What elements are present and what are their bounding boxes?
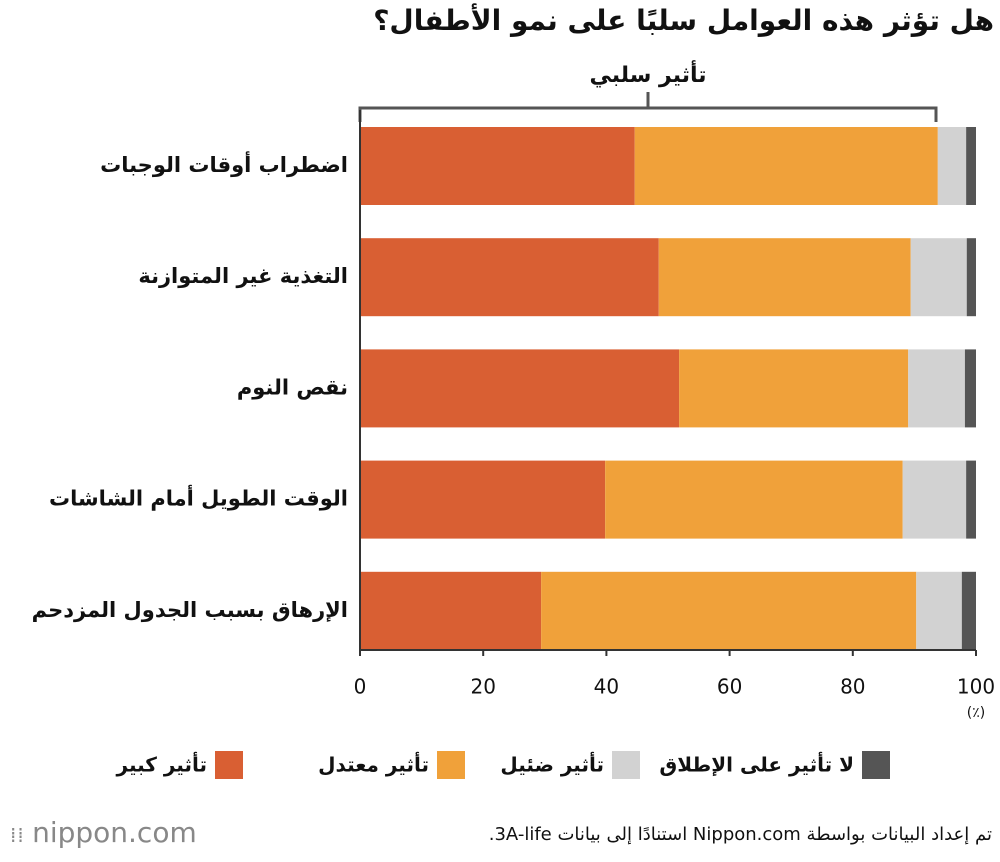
category-label: الوقت الطويل أمام الشاشات [49, 484, 348, 511]
bar-segment [937, 127, 967, 205]
bar-segment [908, 349, 965, 428]
x-tick-label: 20 [470, 675, 495, 699]
bar-segment [360, 460, 606, 539]
legend-swatch [215, 751, 243, 779]
legend-swatch [862, 751, 890, 779]
legend-swatch [612, 751, 640, 779]
legend-label: تأثير ضئيل [500, 751, 604, 777]
bar-segment [916, 571, 962, 650]
bar-segment [360, 571, 542, 650]
category-label: نقص النوم [237, 375, 348, 399]
bracket [358, 92, 938, 122]
legend-label: تأثير معتدل [318, 751, 429, 777]
bar-segment [541, 571, 917, 650]
bar-segment [964, 349, 976, 428]
bar-segment [902, 460, 967, 539]
bar-segment [634, 127, 938, 205]
bar-segment [360, 349, 680, 428]
bar-segment [658, 238, 911, 317]
bar-segment [966, 238, 976, 317]
legend-swatch [437, 751, 465, 779]
x-tick-label: 0 [354, 675, 367, 699]
logo-text: nippon.com [32, 816, 197, 849]
bar-segment [360, 238, 659, 317]
bar-segment [679, 349, 909, 428]
x-tick-label: 60 [717, 675, 742, 699]
annotation: تأثير سلبي [590, 59, 707, 88]
bar-segment [910, 238, 967, 317]
bar-segment [360, 127, 635, 205]
logo-dots: ⁞⁞ [10, 823, 33, 847]
chart-title: هل تؤثر هذه العوامل سلبًا على نمو الأطفا… [373, 4, 994, 37]
bar-segment [966, 460, 976, 539]
x-tick-label: 40 [594, 675, 619, 699]
logo: ⁞⁞ nippon.com [10, 816, 197, 849]
x-tick-label: 80 [840, 675, 865, 699]
category-label: اضطراب أوقات الوجبات [100, 150, 348, 177]
bar-segment [961, 571, 976, 650]
legend-label: تأثير كبير [116, 751, 208, 777]
x-tick-label: 100 [957, 675, 995, 699]
bar-segment [966, 127, 976, 205]
category-label: الإرهاق بسبب الجدول المزدحم [32, 598, 348, 622]
bar-segment [605, 460, 903, 539]
category-label: التغذية غير المتوازنة [138, 264, 348, 288]
x-unit: (٪) [967, 705, 985, 721]
legend-label: لا تأثير على الإطلاق [659, 751, 854, 777]
source: تم إعداد البيانات بواسطة Nippon.com استن… [488, 824, 992, 845]
